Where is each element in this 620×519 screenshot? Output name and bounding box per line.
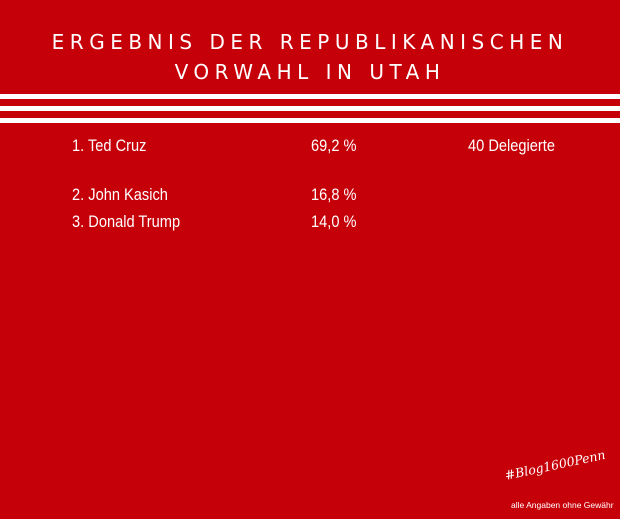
candidate-delegates: 40 Delegierte (468, 136, 555, 155)
disclaimer-text: alle Angaben ohne Gewähr (511, 500, 614, 510)
title-line-2: VORWAHL IN UTAH (174, 60, 446, 84)
candidate-name: 3. Donald Trump (72, 212, 181, 231)
divider-stripe (0, 106, 620, 111)
divider-stripe (0, 94, 620, 99)
candidate-percent: 69,2 % (311, 136, 357, 155)
candidate-name: 1. Ted Cruz (72, 136, 147, 155)
candidate-name: 2. John Kasich (72, 185, 168, 204)
hashtag-signature: #Blog1600Penn (503, 446, 607, 483)
title-line-1: ERGEBNIS DER REPUBLIKANISCHEN (51, 30, 569, 54)
divider-stripe (0, 118, 620, 123)
candidate-percent: 16,8 % (311, 185, 357, 204)
candidate-percent: 14,0 % (311, 212, 357, 231)
